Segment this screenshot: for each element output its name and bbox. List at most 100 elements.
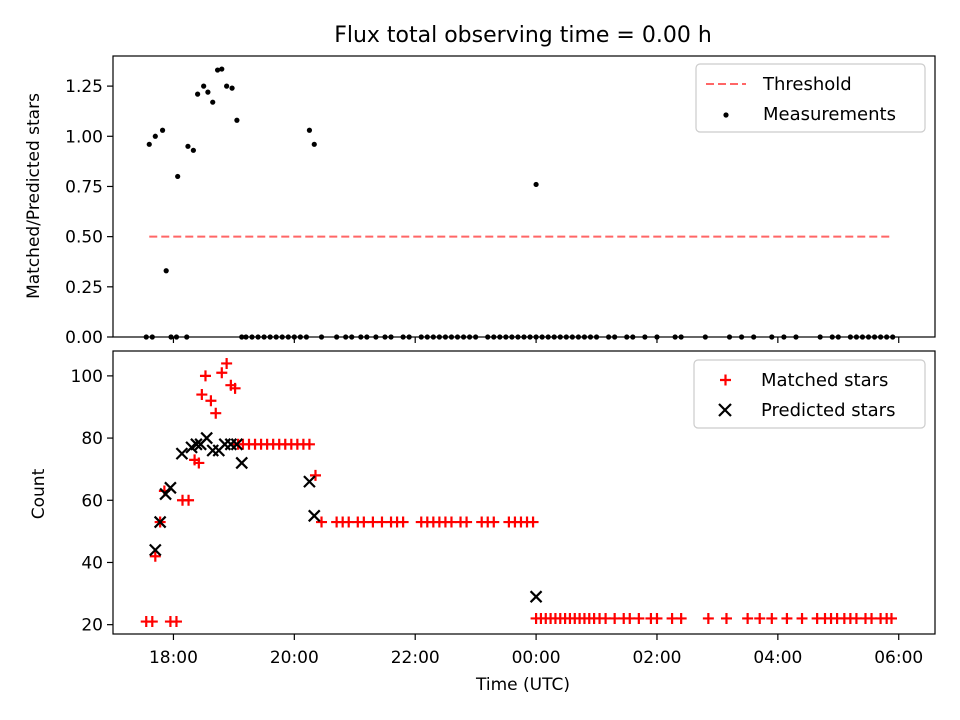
matched-star-point [216,367,228,379]
count-x-tick-label: 22:00 [391,648,440,668]
legend-predicted-swatch [718,403,732,417]
count-plot-area [140,357,897,628]
count-legend: Matched stars Predicted stars [693,359,926,429]
matched-star-point [170,616,182,628]
matched-star-point [742,612,754,624]
matched-star-point [221,357,233,369]
count-y-tick-label: 100 [71,367,103,387]
predicted-star-point [235,456,249,470]
matched-star-point [675,612,687,624]
matched-star-point [183,494,195,506]
ratio-y-tick-label: 0.50 [65,228,103,248]
matched-star-point [149,550,161,562]
legend-matched-swatch [720,374,731,386]
predicted-star-point [303,475,316,488]
legend-predicted-label: Predicted stars [761,400,895,421]
measurement-point [201,83,207,89]
ratio-panel: 0.00 0.25 0.50 0.75 1.00 1.25 Matched/Predict… [24,55,936,348]
predicted-star-point [153,515,167,529]
measurement-point [234,117,240,123]
measurement-point [163,268,169,274]
predicted-star-point [164,481,177,495]
matched-star-point [702,612,714,624]
ratio-legend: Threshold Measurements [695,63,926,133]
matched-star-point [199,370,211,382]
count-x-tick-label: 00:00 [512,648,561,668]
predicted-star-point [190,438,203,451]
predicted-star-point [529,590,543,603]
count-legend-box [693,359,926,429]
ratio-y-tick-label: 1.25 [65,77,103,97]
matched-star-point [229,382,241,394]
matched-star-point [210,407,222,419]
matched-star-point [146,616,158,628]
matched-star-point [196,389,208,401]
measurement-point [214,67,221,73]
measurement-point [306,127,313,133]
count-y-tick-label: 20 [81,616,103,636]
measurement-point [224,83,230,89]
count-x-tick-label: 06:00 [874,648,923,668]
measurement-point [185,143,191,149]
matched-star-point [885,612,897,624]
chart-title: Flux total observing time = 0.00 h [334,23,712,48]
ratio-y-tick-label: 1.00 [65,127,103,147]
measurement-point [175,173,181,180]
ratio-y-tick-label: 0.25 [65,278,103,298]
count-x-tick-label: 04:00 [753,648,802,668]
measurement-point [205,89,211,95]
count-y-axis-label: Count [29,468,49,519]
measurement-point [159,127,166,133]
measurement-point [195,91,201,97]
matched-star-point [397,516,409,528]
matched-star-point [309,469,321,481]
measurement-point [311,141,317,147]
ratio-y-tick-label: 0.00 [65,328,103,348]
count-plot-frame [112,350,936,635]
predicted-star-point [149,543,162,557]
ratio-y-axis-label: Matched/Predicted stars [24,93,44,299]
legend-matched-label: Matched stars [761,370,888,391]
legend-threshold-label: Threshold [762,74,852,95]
matched-star-point [651,612,663,624]
matched-star-point [754,612,766,624]
matched-star-point [781,612,793,624]
predicted-star-point [206,444,220,457]
count-y-tick-label: 60 [81,491,103,511]
measurement-point [533,181,539,188]
count-panel: 20 40 60 80 100 18:00 20:00 22:00 00:00 02:00 04:0… [29,350,936,695]
matched-star-point [461,516,473,528]
count-y-tick-label: 80 [81,429,103,449]
predicted-star-point [218,438,232,451]
predicted-star-point [307,509,321,523]
ratio-plot-frame [112,55,936,338]
matched-star-point [488,516,500,528]
measurement-point [229,85,235,91]
measurement-point [210,99,216,105]
predicted-star-point [175,447,189,460]
count-y-tick-label: 40 [81,553,103,573]
matched-star-point [766,612,778,624]
x-axis-label: Time (UTC) [475,675,570,695]
matched-star-point [720,612,732,624]
legend-measurements-label: Measurements [763,104,896,125]
matched-star-point [527,516,539,528]
measurement-point [152,133,158,139]
matched-star-point [193,457,205,469]
legend-measurements-swatch [723,112,729,118]
count-x-tick-label: 18:00 [149,648,198,668]
measurement-point [219,66,225,72]
matched-star-point [316,516,328,528]
predicted-star-point [230,438,244,451]
matched-star-point [633,612,645,624]
matched-star-point [303,438,315,450]
ratio-legend-box [695,63,926,133]
count-x-tick-label: 20:00 [270,648,319,668]
predicted-star-point [200,431,213,445]
measurement-point [190,147,196,153]
matched-star-point [205,395,217,407]
matched-star-point [796,612,808,624]
count-x-tick-label: 02:00 [632,648,681,668]
ratio-y-tick-label: 0.75 [65,177,103,197]
